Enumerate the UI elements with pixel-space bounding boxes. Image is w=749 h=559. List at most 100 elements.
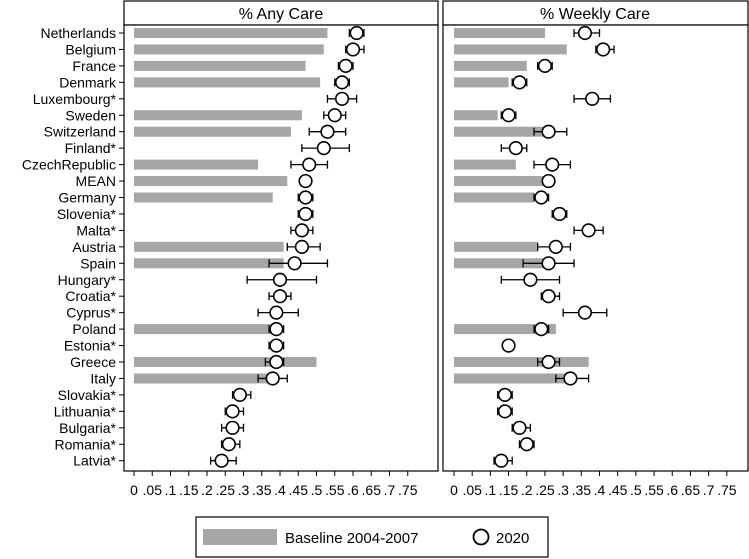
point-2020 bbox=[287, 256, 302, 271]
baseline-bar bbox=[454, 324, 556, 335]
country-label: Germany bbox=[58, 190, 116, 206]
point-2020 bbox=[221, 437, 236, 452]
baseline-bar bbox=[134, 324, 273, 335]
x-tick-label: .35 bbox=[252, 482, 272, 498]
country-label: Bulgaria* bbox=[59, 420, 116, 436]
baseline-bar bbox=[454, 241, 538, 252]
baseline-bar bbox=[454, 110, 498, 121]
baseline-bar bbox=[134, 357, 317, 367]
country-label: CzechRepublic bbox=[22, 157, 116, 173]
country-label: Romania* bbox=[55, 436, 117, 452]
legend-2020-label: 2020 bbox=[496, 530, 529, 547]
country-label: Malta* bbox=[76, 222, 116, 238]
baseline-bar bbox=[454, 357, 589, 367]
point-2020 bbox=[298, 173, 313, 189]
baseline-bar bbox=[134, 258, 284, 269]
country-label: Hungary* bbox=[58, 272, 117, 288]
point-2020 bbox=[541, 256, 556, 271]
baseline-bar bbox=[454, 373, 567, 384]
baseline-bar bbox=[454, 77, 509, 88]
point-2020 bbox=[585, 91, 600, 106]
country-label: Sweden bbox=[65, 107, 116, 123]
country-label: Spain bbox=[80, 255, 116, 271]
point-2020 bbox=[225, 404, 240, 419]
point-2020 bbox=[294, 239, 310, 254]
point-2020 bbox=[541, 354, 556, 370]
point-2020 bbox=[327, 108, 342, 123]
country-label: Greece bbox=[70, 354, 116, 370]
point-2020 bbox=[269, 354, 284, 370]
x-tick-label: .45 bbox=[289, 482, 309, 498]
point-2020 bbox=[537, 58, 553, 74]
marks-weekly-care bbox=[454, 25, 615, 468]
baseline-bar bbox=[134, 176, 288, 187]
point-2020 bbox=[512, 420, 527, 435]
point-2020 bbox=[232, 387, 247, 403]
point-2020 bbox=[523, 272, 538, 287]
panel-weekly-care: % Weekly Care 0.05.1.15.2.25.3.35.4.45.5… bbox=[442, 0, 749, 498]
point-2020 bbox=[577, 25, 593, 41]
point-2020 bbox=[501, 338, 516, 353]
point-2020 bbox=[272, 289, 288, 304]
point-2020 bbox=[214, 453, 229, 468]
point-2020 bbox=[534, 190, 549, 205]
point-2020 bbox=[512, 75, 527, 90]
baseline-bar bbox=[454, 159, 516, 170]
country-label: MEAN bbox=[76, 173, 116, 189]
baseline-bar bbox=[454, 192, 535, 203]
point-2020 bbox=[552, 206, 567, 222]
point-2020 bbox=[497, 387, 513, 403]
x-tick-label: 0 bbox=[130, 482, 138, 498]
x-tick-label: .2 bbox=[521, 482, 533, 498]
point-2020 bbox=[577, 305, 593, 320]
point-2020 bbox=[298, 190, 313, 205]
x-tick-label: .25 bbox=[216, 482, 236, 498]
point-2020 bbox=[349, 25, 364, 41]
x-tick-label: .5 bbox=[311, 482, 323, 498]
baseline-bar bbox=[454, 258, 553, 269]
panel-title-box bbox=[123, 0, 439, 26]
panel-title-weekly-care: % Weekly Care bbox=[540, 6, 650, 23]
point-2020 bbox=[334, 75, 350, 90]
country-label: Latvia* bbox=[73, 453, 116, 469]
point-2020 bbox=[596, 42, 611, 57]
point-2020 bbox=[269, 338, 284, 353]
point-2020 bbox=[541, 173, 556, 189]
legend-baseline-swatch bbox=[203, 529, 277, 545]
baseline-bar bbox=[454, 44, 567, 55]
baseline-bar bbox=[134, 241, 284, 252]
country-label: Luxembourg* bbox=[33, 91, 117, 107]
baseline-bar bbox=[454, 126, 545, 137]
point-2020 bbox=[225, 420, 240, 435]
x-tick-label: .1 bbox=[165, 482, 177, 498]
baseline-bar bbox=[134, 44, 324, 55]
point-2020 bbox=[548, 239, 563, 254]
country-label: Slovakia* bbox=[58, 387, 117, 403]
x-tick-label: .6 bbox=[347, 482, 359, 498]
point-2020 bbox=[334, 91, 350, 106]
country-label: Belgium bbox=[65, 41, 116, 57]
x-tick-label: .45 bbox=[608, 482, 628, 498]
baseline-bar bbox=[134, 77, 321, 88]
x-tick-label: .5 bbox=[630, 482, 642, 498]
x-tick-label: .75 bbox=[717, 482, 737, 498]
baseline-bar bbox=[134, 373, 277, 384]
x-tick-label: .3 bbox=[238, 482, 250, 498]
baseline-bar bbox=[134, 60, 306, 71]
baseline-bar bbox=[134, 126, 291, 137]
x-tick-label: .3 bbox=[557, 482, 569, 498]
baseline-bar bbox=[134, 28, 328, 38]
country-labels: NetherlandsBelgiumFranceDenmarkLuxembour… bbox=[22, 25, 124, 469]
baseline-bar bbox=[134, 192, 273, 203]
x-tick-label: .65 bbox=[362, 482, 382, 498]
country-label: Austria bbox=[72, 239, 116, 255]
point-2020 bbox=[497, 404, 513, 419]
baseline-bar bbox=[454, 176, 545, 187]
country-label: Poland bbox=[72, 321, 116, 337]
x-tick-label: .2 bbox=[201, 482, 213, 498]
point-2020 bbox=[298, 206, 313, 222]
country-label: Netherlands bbox=[41, 25, 117, 41]
panel-any-care: % Any Care 0 .05.1.15.2.25.3.35.4.45.5.55… bbox=[123, 0, 439, 498]
country-label: Estonia* bbox=[64, 338, 117, 354]
point-2020 bbox=[345, 42, 361, 57]
